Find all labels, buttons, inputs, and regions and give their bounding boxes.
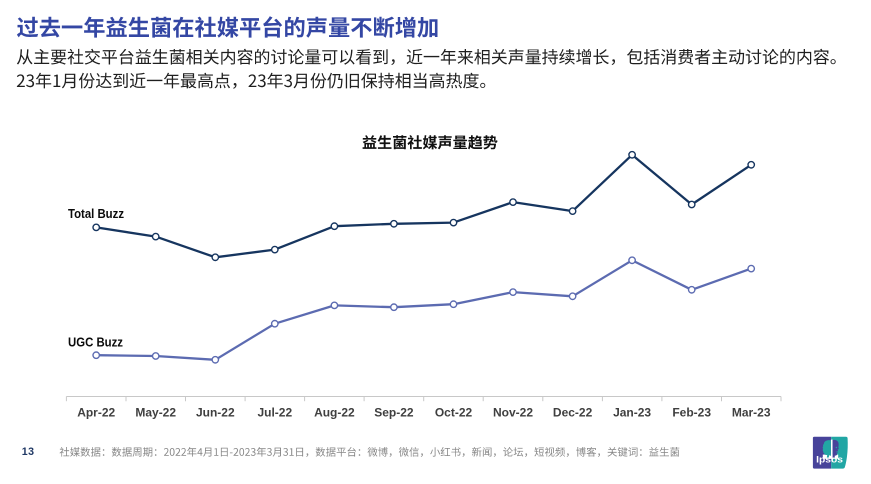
svg-text:UGC Buzz: UGC Buzz — [68, 335, 123, 350]
svg-text:Aug-22: Aug-22 — [314, 405, 355, 419]
svg-text:Jun-22: Jun-22 — [196, 405, 235, 419]
svg-text:Jan-23: Jan-23 — [613, 405, 651, 419]
svg-text:Jul-22: Jul-22 — [257, 405, 292, 419]
svg-text:Oct-22: Oct-22 — [435, 405, 473, 419]
svg-text:Ipsos: Ipsos — [816, 453, 843, 464]
svg-text:Apr-22: Apr-22 — [77, 405, 115, 419]
svg-text:Total Buzz: Total Buzz — [68, 206, 124, 221]
svg-text:Mar-23: Mar-23 — [732, 405, 771, 419]
svg-text:13: 13 — [22, 446, 35, 458]
svg-text:May-22: May-22 — [135, 405, 176, 419]
svg-text:Nov-22: Nov-22 — [493, 405, 533, 419]
svg-text:Sep-22: Sep-22 — [374, 405, 414, 419]
svg-text:Feb-23: Feb-23 — [672, 405, 711, 419]
svg-text:Dec-22: Dec-22 — [553, 405, 593, 419]
